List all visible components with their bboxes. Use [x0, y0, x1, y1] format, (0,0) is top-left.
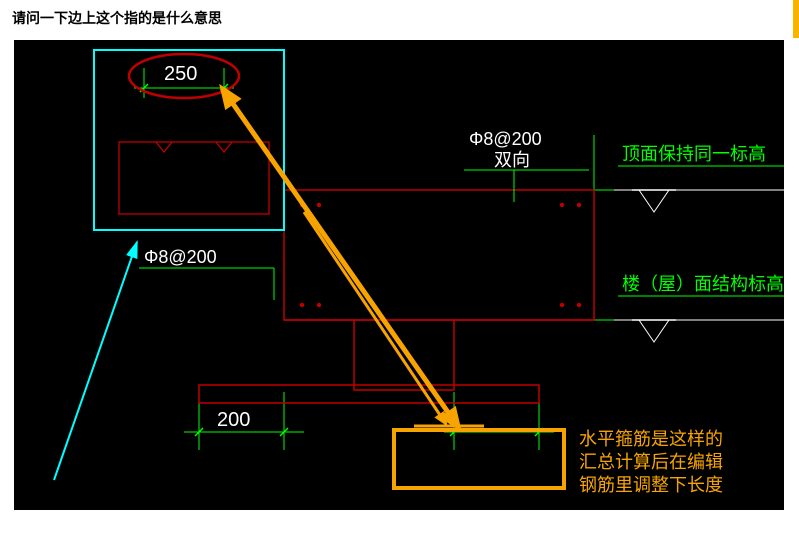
orange-arrow-side [304, 212, 446, 424]
top-elevation: 顶面保持同一标高 [614, 144, 784, 212]
rebar-top-leader: Φ8@200 双向 [464, 129, 589, 202]
rebar-dots [300, 203, 581, 307]
floor-elevation-label: 楼（屋）面结构标高 [622, 274, 784, 294]
cad-diagram: 250 200 Φ8@200 Φ8@200 双向 顶面保持同一标高 楼（屋）面结… [14, 40, 784, 510]
accent-bar [793, 0, 799, 38]
dim-200: 200 [217, 409, 250, 431]
orange-annotation: 水平箍筋是这样的 汇总计算后在编辑 钢筋里调整下长度 [579, 429, 723, 495]
annot-line2: 汇总计算后在编辑 [579, 452, 723, 472]
annot-line3: 钢筋里调整下长度 [579, 475, 723, 495]
floor-elevation: 楼（屋）面结构标高 [614, 274, 784, 342]
orange-arrow-main [222, 88, 459, 428]
annot-line1: 水平箍筋是这样的 [579, 429, 723, 449]
cyan-arrow [54, 242, 137, 480]
rebar-top-label: Φ8@200 [469, 129, 542, 149]
rebar-bidir-label: 双向 [494, 150, 530, 170]
rebar-left-label: Φ8@200 [144, 247, 217, 267]
diagram-svg: 250 200 Φ8@200 Φ8@200 双向 顶面保持同一标高 楼（屋）面结… [14, 40, 784, 510]
main-section [199, 190, 594, 403]
rebar-left-leader: Φ8@200 [139, 247, 274, 300]
top-elevation-label: 顶面保持同一标高 [622, 144, 766, 164]
dim-250: 250 [164, 63, 197, 85]
question-title: 请问一下边上这个指的是什么意思 [0, 0, 799, 36]
inset-section [119, 142, 269, 214]
